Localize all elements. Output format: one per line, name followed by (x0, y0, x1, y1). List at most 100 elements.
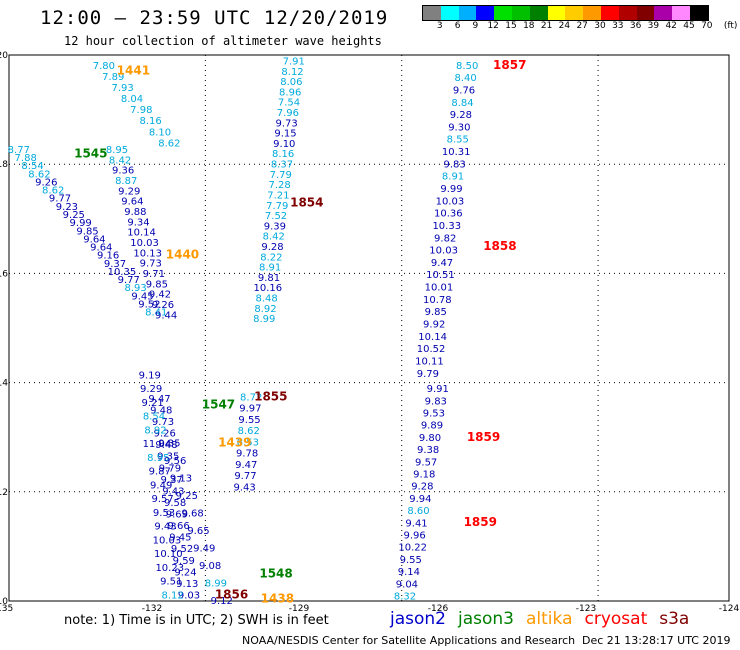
track-time-label: 1548 (259, 567, 292, 581)
data-point-label: 8.99 (253, 314, 275, 325)
data-point-label: 8.95 (147, 453, 169, 464)
data-point-label: 7.21 (267, 190, 289, 201)
data-point-label: 8.72 (240, 392, 262, 403)
data-point-label: 9.88 (124, 207, 146, 218)
data-point-label: 8.93 (125, 283, 147, 294)
data-point-label: 10.13 (133, 248, 162, 259)
data-point-label: 7.89 (102, 72, 124, 83)
data-point-label: 9.35 (158, 439, 180, 450)
track-time-label: 1547 (202, 397, 235, 411)
satellite-label: altika (526, 609, 573, 629)
data-point-label: 9.78 (236, 449, 258, 460)
data-point-label: 9.73 (140, 259, 162, 270)
data-point-label: 9.66 (167, 521, 189, 532)
legend-label: 33 (612, 21, 624, 31)
data-point-label: 9.37 (161, 475, 183, 486)
data-point-label: 8.99 (205, 578, 227, 589)
data-point-label: 8.40 (454, 73, 476, 84)
data-point-label: 7.79 (270, 170, 292, 181)
data-point-label: 9.16 (97, 251, 119, 262)
track-time-label: 1439 (218, 436, 251, 450)
data-point-label: 7.52 (265, 211, 287, 222)
data-point-label: 8.53 (237, 437, 259, 448)
y-tick-label: 20 (0, 51, 8, 61)
legend-label: 21 (540, 21, 553, 31)
data-point-label: 9.28 (450, 110, 472, 121)
legend-label: 39 (647, 21, 660, 31)
data-point-label: 8.92 (254, 304, 276, 315)
legend-label: 45 (683, 21, 695, 31)
data-point-label: 10.16 (253, 283, 282, 294)
data-point-label: 9.52 (138, 299, 160, 310)
data-point-label: 9.79 (417, 369, 439, 380)
data-point-label: 9.85 (146, 279, 168, 290)
data-point-label: 9.49 (193, 543, 215, 554)
data-point-label: 9.77 (234, 471, 256, 482)
track-time-label: 1856 (215, 587, 248, 601)
data-point-label: 9.43 (162, 486, 184, 497)
data-point-label: 9.94 (409, 494, 431, 505)
data-point-label: 8.92 (144, 425, 166, 436)
data-point-label: 8.06 (280, 77, 302, 88)
data-point-label: 9.28 (411, 482, 433, 493)
data-point-label: 8.87 (115, 176, 137, 187)
legend-label: 15 (505, 21, 517, 31)
data-point-label: 9.58 (164, 498, 186, 509)
data-point-label: 9.57 (151, 494, 173, 505)
data-point-label: 10.22 (398, 543, 427, 554)
data-point-label: 9.37 (104, 259, 126, 270)
data-point-label: 10.31 (442, 147, 471, 158)
track-time-label: 1441 (117, 63, 150, 77)
data-point-label: 9.44 (155, 310, 177, 321)
data-point-label: 8.62 (42, 186, 64, 197)
data-point-label: 9.12 (211, 596, 233, 607)
data-point-label: 9.55 (400, 555, 422, 566)
legend-swatch (547, 6, 566, 20)
data-point-label: 10.52 (417, 344, 446, 355)
data-point-label: 9.83 (425, 396, 447, 407)
data-point-label: 9.79 (159, 463, 181, 474)
data-point-label: 9.19 (139, 370, 161, 381)
data-point-label: 8.37 (271, 160, 293, 171)
track-time-label: 1858 (483, 239, 516, 253)
data-point-label: 9.23 (56, 202, 78, 213)
data-point-label: 9.92 (423, 320, 445, 331)
track-time-label: 1440 (166, 247, 199, 261)
data-point-label: 9.48 (155, 440, 177, 451)
data-point-label: 9.48 (150, 405, 172, 416)
data-point-label: 9.14 (398, 567, 420, 578)
legend-label: 9 (472, 21, 479, 31)
data-point-label: 8.95 (106, 145, 128, 156)
data-point-label: 9.71 (143, 269, 165, 280)
data-point-label: 9.26 (154, 429, 176, 440)
data-point-label: 8.54 (143, 412, 165, 423)
legend-label: 42 (665, 21, 677, 31)
data-point-label: 8.96 (279, 87, 301, 98)
data-point-label: 9.21 (141, 398, 163, 409)
data-point-label: 9.43 (154, 522, 176, 533)
data-point-label: 10.23 (155, 563, 184, 574)
data-point-label: 9.64 (83, 234, 105, 245)
data-point-label: 9.43 (234, 482, 256, 493)
data-point-label: 9.38 (417, 445, 439, 456)
data-point-label: 7.80 (93, 61, 115, 72)
y-tick-label: 12 (0, 488, 8, 498)
data-point-label: 7.28 (268, 180, 290, 191)
data-point-label: 8.62 (238, 426, 260, 437)
data-point-label: 8.91 (259, 263, 281, 274)
data-point-label: 7.93 (111, 83, 133, 94)
source-credit: NOAA/NESDIS Center for Satellite Applica… (242, 634, 576, 647)
data-point-label: 9.25 (63, 210, 85, 221)
data-point-label: 9.99 (70, 218, 92, 229)
legend-swatch (600, 6, 619, 20)
data-point-label: 9.28 (261, 242, 283, 253)
data-point-label: 8.22 (260, 252, 282, 263)
satellite-label: s3a (659, 609, 690, 629)
track-time-label: 1545 (74, 146, 107, 160)
data-point-label: 10.78 (423, 295, 452, 306)
data-point-label: 9.10 (273, 139, 295, 150)
track-time-label: 1859 (464, 515, 497, 529)
chart-subtitle: 12 hour collection of altimeter wave hei… (64, 34, 382, 48)
track-time-label: 1854 (290, 195, 323, 209)
data-point-label: 8.04 (121, 94, 143, 105)
